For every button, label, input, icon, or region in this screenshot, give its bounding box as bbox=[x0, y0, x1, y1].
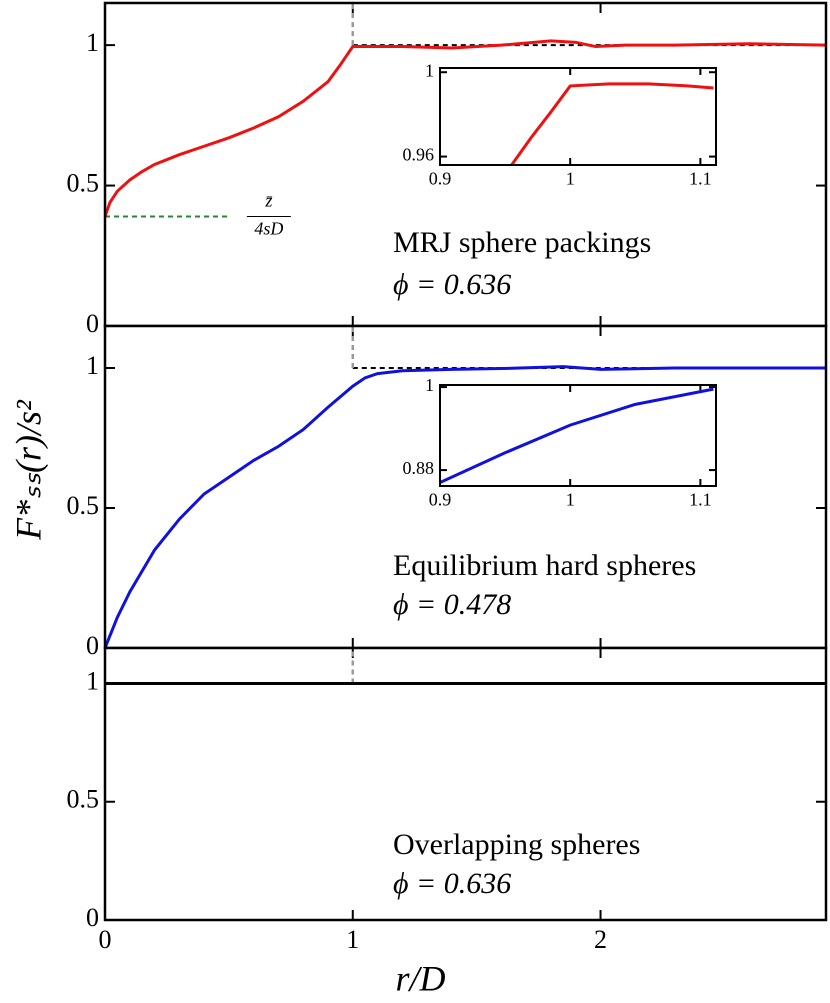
panel-phi: ϕ = 0.636 bbox=[393, 867, 511, 900]
plot-area bbox=[440, 68, 716, 165]
y-tick-label: 0.5 bbox=[67, 169, 100, 198]
annotation: z̄ bbox=[264, 191, 273, 211]
data-line bbox=[440, 387, 714, 484]
y-tick-label: 0.5 bbox=[67, 491, 100, 520]
y-tick-label: 1 bbox=[86, 351, 99, 380]
y-axis-label: F*ₛₛ(r)/s² bbox=[8, 399, 48, 541]
y-tick-label: 1 bbox=[86, 666, 99, 695]
panel-phi: ϕ = 0.636 bbox=[393, 268, 511, 301]
x-tick-label: 0 bbox=[99, 925, 112, 954]
data-line bbox=[510, 82, 714, 165]
x-tick-label: 0.9 bbox=[429, 168, 452, 188]
panel-phi: ϕ = 0.478 bbox=[393, 588, 511, 621]
y-tick-label: 0 bbox=[86, 309, 99, 338]
plot-frame bbox=[439, 67, 717, 166]
plot-frame bbox=[103, 646, 828, 922]
x-tick-label: 1.1 bbox=[689, 489, 712, 509]
x-tick-label: 1.1 bbox=[689, 168, 712, 188]
plot-frame bbox=[439, 384, 717, 487]
panel: 0.96 1 0.9 1 1.1 bbox=[403, 60, 717, 188]
y-tick-label: 0.5 bbox=[67, 785, 100, 814]
data-line bbox=[105, 365, 826, 648]
panel-label: Overlapping spheres bbox=[393, 828, 640, 861]
annotation: 4sD bbox=[254, 219, 283, 239]
y-tick-label: 0 bbox=[86, 631, 99, 660]
y-tick-label: 1 bbox=[425, 60, 434, 80]
x-axis-label: r/D bbox=[395, 958, 445, 998]
plot-area bbox=[440, 385, 716, 486]
panel-label: MRJ sphere packings bbox=[393, 226, 651, 259]
y-tick-label: 0 bbox=[86, 903, 99, 932]
y-tick-label: 1 bbox=[425, 375, 434, 395]
x-tick-label: 1 bbox=[346, 925, 359, 954]
y-tick-label: 0.88 bbox=[403, 458, 435, 478]
y-tick-label: 0.96 bbox=[403, 145, 435, 165]
data-line bbox=[105, 39, 826, 217]
panel: 0.88 1 0.9 1 1.1 bbox=[403, 375, 717, 509]
y-tick-label: 1 bbox=[86, 28, 99, 57]
x-tick-label: 1 bbox=[566, 489, 575, 509]
panel-label: Equilibrium hard spheres bbox=[393, 549, 696, 582]
x-tick-label: 0.9 bbox=[429, 489, 452, 509]
plot-area bbox=[105, 648, 826, 920]
x-tick-label: 2 bbox=[594, 925, 607, 954]
x-tick-label: 1 bbox=[566, 168, 575, 188]
panel: 0 0.5 1 0 1 2 Overlapping spheres ϕ = 0.636 r/D bbox=[67, 646, 828, 998]
